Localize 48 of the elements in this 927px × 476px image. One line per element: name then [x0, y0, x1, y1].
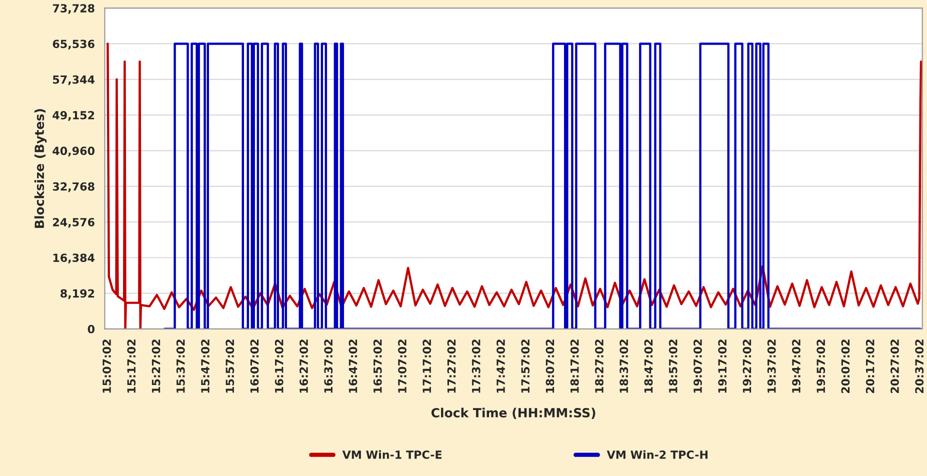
- x-axis-title: Clock Time (HH:MM:SS): [431, 408, 596, 419]
- x-tick-label: 17:07:02: [398, 340, 406, 393]
- y-tick-label: 8,192: [60, 289, 94, 300]
- x-tick-label: 20:17:02: [866, 340, 874, 394]
- x-tick-label: 16:57:02: [373, 340, 382, 393]
- x-tick-label: 19:57:02: [816, 340, 826, 393]
- y-tick-label: 16,384: [53, 254, 95, 264]
- x-tick-label: 16:07:02: [250, 340, 259, 393]
- y-tick-label: 73,728: [52, 4, 94, 14]
- x-tick-label: 15:27:02: [152, 340, 160, 393]
- x-tick-label: 18:37:02: [620, 340, 628, 393]
- x-tick-label: 19:37:02: [767, 340, 776, 393]
- x-tick-label: 17:57:02: [521, 340, 530, 393]
- x-tick-label: 20:07:02: [841, 340, 850, 394]
- y-tick-label: 57,344: [53, 75, 95, 86]
- x-tick-label: 17:17:02: [422, 340, 432, 393]
- x-tick-label: 19:47:02: [792, 340, 800, 393]
- x-tick-label: 16:27:02: [300, 340, 308, 393]
- y-tick-label: 32,768: [52, 182, 94, 192]
- x-tick-label: 15:07:02: [102, 340, 111, 393]
- x-tick-label: 17:37:02: [472, 340, 480, 393]
- y-tick-label: 24,576: [53, 218, 94, 228]
- x-tick-label: 16:47:02: [348, 340, 358, 393]
- x-tick-label: 20:27:02: [890, 340, 899, 394]
- x-tick-label: 16:17:02: [274, 340, 284, 393]
- y-tick-label: 40,960: [52, 146, 94, 156]
- x-tick-label: 15:17:02: [127, 340, 136, 393]
- x-tick-label: 16:37:02: [324, 340, 333, 393]
- y-tick-label: 0: [88, 324, 94, 334]
- x-tick-label: 20:37:02: [915, 340, 924, 394]
- x-tick-label: 19:27:02: [742, 340, 752, 393]
- legend-label: VM Win-2 TPC-H: [606, 450, 708, 459]
- y-tick-label: 65,536: [52, 40, 94, 50]
- x-tick-label: 17:47:02: [496, 340, 505, 393]
- x-tick-label: 19:07:02: [694, 340, 702, 393]
- y-tick-label: 49,152: [52, 111, 94, 121]
- x-tick-label: 18:47:02: [644, 340, 653, 393]
- x-tick-label: 18:27:02: [595, 340, 604, 393]
- x-tick-label: 18:57:02: [668, 340, 678, 393]
- y-axis-title: Blocksize (Bytes): [34, 109, 47, 228]
- x-tick-label: 19:17:02: [718, 340, 727, 393]
- x-tick-label: 18:07:02: [546, 340, 554, 393]
- x-tick-label: 17:27:02: [447, 340, 456, 393]
- x-tick-label: 15:47:02: [201, 340, 210, 393]
- x-tick-label: 15:57:02: [226, 340, 234, 393]
- legend-label: VM Win-1 TPC-E: [342, 450, 442, 459]
- x-tick-label: 15:37:02: [176, 340, 185, 393]
- x-tick-label: 18:17:02: [570, 340, 579, 393]
